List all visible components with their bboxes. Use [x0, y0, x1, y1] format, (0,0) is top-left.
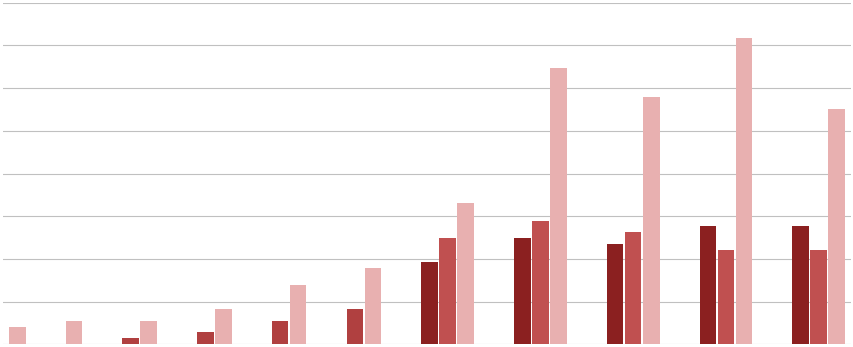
Bar [734, 38, 751, 344]
Bar [289, 285, 306, 344]
Bar [438, 238, 456, 344]
Bar [271, 321, 288, 344]
Bar [642, 97, 659, 344]
Bar [66, 321, 82, 344]
Bar [346, 309, 363, 344]
Bar [364, 268, 380, 344]
Bar [792, 227, 808, 344]
Bar [197, 332, 213, 344]
Bar [122, 338, 139, 344]
Bar [699, 227, 716, 344]
Bar [827, 109, 844, 344]
Bar [606, 244, 623, 344]
Bar [531, 221, 548, 344]
Bar [9, 327, 26, 344]
Bar [140, 321, 157, 344]
Bar [421, 262, 438, 344]
Bar [717, 250, 734, 344]
Bar [549, 68, 566, 344]
Bar [514, 238, 530, 344]
Bar [215, 309, 231, 344]
Bar [624, 232, 641, 344]
Bar [809, 250, 826, 344]
Bar [457, 203, 473, 344]
